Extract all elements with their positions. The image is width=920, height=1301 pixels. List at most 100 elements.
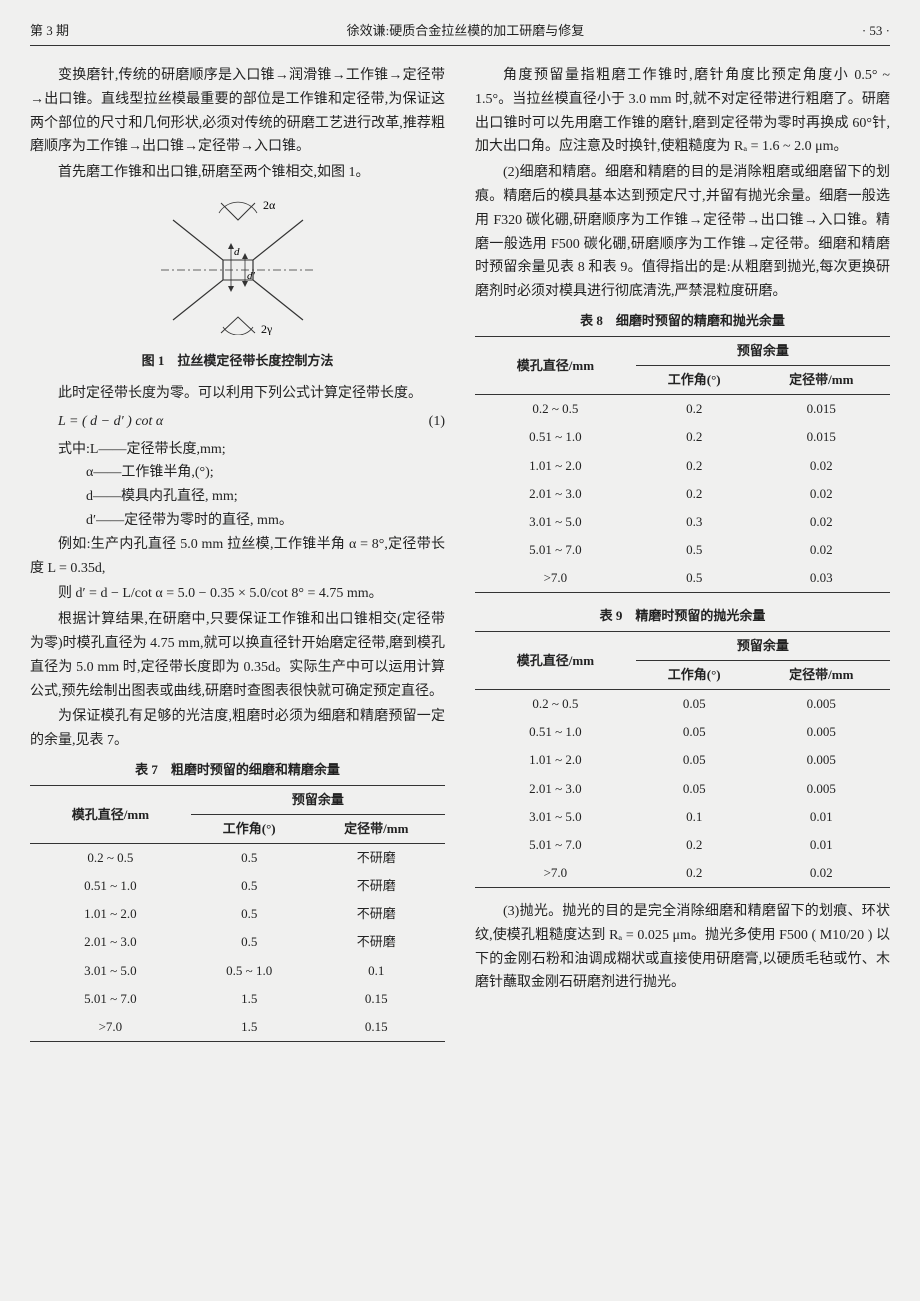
table-row: 0.51 ~ 1.00.5不研磨 [30, 872, 445, 900]
table-cell: 0.5 [191, 900, 308, 928]
header-title: 徐效谦:硬质合金拉丝模的加工研磨与修复 [69, 20, 862, 42]
table-row: >7.01.50.15 [30, 1013, 445, 1042]
table-cell: 0.5 [191, 928, 308, 956]
t9-h1: 模孔直径/mm [475, 632, 636, 690]
figure-1: 2α 2γ d d′ [30, 195, 445, 344]
table-cell: 1.5 [191, 1013, 308, 1042]
table-cell: 0.005 [753, 690, 890, 719]
table-cell: 0.5 [191, 872, 308, 900]
t8-h2: 工作角(°) [636, 366, 753, 395]
t7-h1: 模孔直径/mm [30, 786, 191, 844]
t7-h2: 工作角(°) [191, 815, 308, 844]
table-cell: 2.01 ~ 3.0 [475, 775, 636, 803]
table-cell: 1.5 [191, 985, 308, 1013]
table-row: 2.01 ~ 3.00.20.02 [475, 480, 890, 508]
table-cell: 0.2 [636, 395, 753, 424]
table-row: 0.2 ~ 0.50.5不研磨 [30, 844, 445, 873]
t9-h3: 定径带/mm [753, 661, 890, 690]
table-cell: 1.01 ~ 2.0 [475, 746, 636, 774]
t7-body: 0.2 ~ 0.50.5不研磨0.51 ~ 1.00.5不研磨1.01 ~ 2.… [30, 844, 445, 1042]
table-cell: 0.2 [636, 423, 753, 451]
table-cell: 0.02 [753, 859, 890, 888]
table-cell: 0.05 [636, 775, 753, 803]
table-cell: 0.51 ~ 1.0 [475, 423, 636, 451]
table-cell: 0.01 [753, 831, 890, 859]
table-row: 0.2 ~ 0.50.20.015 [475, 395, 890, 424]
formula-1: L = ( d − d′ ) cot α (1) [58, 410, 445, 434]
table-cell: 0.51 ~ 1.0 [475, 718, 636, 746]
left-p5: 则 d′ = d − L/cot α = 5.0 − 0.35 × 5.0/co… [30, 582, 445, 606]
left-p2: 首先磨工作锥和出口锥,研磨至两个锥相交,如图 1。 [30, 161, 445, 185]
t8-hg: 预留余量 [636, 337, 890, 366]
table-7-title: 表 7 粗磨时预留的细磨和精磨余量 [30, 759, 445, 781]
two-column-layout: 变换磨针,传统的研磨顺序是入口锥→润滑锥→工作锥→定径带→出口锥。直线型拉丝模最… [30, 64, 890, 1054]
formula-number: (1) [429, 410, 445, 434]
table-cell: 0.05 [636, 718, 753, 746]
table-cell: 不研磨 [308, 872, 445, 900]
table-9-title: 表 9 精磨时预留的抛光余量 [475, 605, 890, 627]
table-cell: >7.0 [475, 859, 636, 888]
table-cell: 1.01 ~ 2.0 [30, 900, 191, 928]
die-diagram: 2α 2γ d d′ [153, 195, 323, 335]
t9-h2: 工作角(°) [636, 661, 753, 690]
table-cell: 2.01 ~ 3.0 [30, 928, 191, 956]
table-row: 3.01 ~ 5.00.5 ~ 1.00.1 [30, 957, 445, 985]
table-cell: 0.02 [753, 536, 890, 564]
table-cell: 5.01 ~ 7.0 [475, 536, 636, 564]
table-cell: 0.51 ~ 1.0 [30, 872, 191, 900]
right-p3: (3)抛光。抛光的目的是完全消除细磨和精磨留下的划痕、环状纹,使模孔粗糙度达到 … [475, 900, 890, 995]
table-cell: 0.5 [191, 844, 308, 873]
table-cell: 0.02 [753, 452, 890, 480]
table-cell: 0.5 [636, 536, 753, 564]
right-column: 角度预留量指粗磨工作锥时,磨针角度比预定角度小 0.5° ~ 1.5°。当拉丝模… [475, 64, 890, 1054]
table-row: 2.01 ~ 3.00.5不研磨 [30, 928, 445, 956]
table-cell: 0.005 [753, 746, 890, 774]
table-cell: 0.01 [753, 803, 890, 831]
where-d: d——模具内孔直径, mm; [100, 485, 445, 509]
table-cell: 5.01 ~ 7.0 [30, 985, 191, 1013]
t8-body: 0.2 ~ 0.50.20.0150.51 ~ 1.00.20.015 1.01 … [475, 395, 890, 593]
table-cell: 0.15 [308, 1013, 445, 1042]
table-cell: 不研磨 [308, 900, 445, 928]
table-cell: 0.015 [753, 395, 890, 424]
table-cell: 0.15 [308, 985, 445, 1013]
table-row: 0.51 ~ 1.00.050.005 [475, 718, 890, 746]
table-cell: 0.2 ~ 0.5 [30, 844, 191, 873]
left-p7: 为保证模孔有足够的光洁度,粗磨时必须为细磨和精磨预留一定的余量,见表 7。 [30, 705, 445, 753]
t7-h3: 定径带/mm [308, 815, 445, 844]
table-cell: 不研磨 [308, 844, 445, 873]
table-9: 模孔直径/mm 预留余量 工作角(°) 定径带/mm 0.2 ~ 0.50.05… [475, 631, 890, 888]
table-cell: >7.0 [475, 564, 636, 593]
table-cell: 0.05 [636, 746, 753, 774]
table-cell: 1.01 ~ 2.0 [475, 452, 636, 480]
table-cell: 0.005 [753, 775, 890, 803]
issue-label: 第 3 期 [30, 20, 69, 42]
table-7: 模孔直径/mm 预留余量 工作角(°) 定径带/mm 0.2 ~ 0.50.5不… [30, 785, 445, 1042]
table-row: >7.00.20.02 [475, 859, 890, 888]
where-dprime: d′——定径带为零时的直径, mm。 [100, 509, 445, 533]
label-2gamma: 2γ [261, 322, 273, 335]
table-cell: 0.5 [636, 564, 753, 593]
table-row: 3.01 ~ 5.00.30.02 [475, 508, 890, 536]
table-cell: 0.2 ~ 0.5 [475, 690, 636, 719]
t9-hg: 预留余量 [636, 632, 890, 661]
table-cell: 0.1 [308, 957, 445, 985]
table-row: 0.2 ~ 0.50.050.005 [475, 690, 890, 719]
table-cell: 0.03 [753, 564, 890, 593]
table-cell: 0.2 [636, 452, 753, 480]
table-cell: 0.2 [636, 831, 753, 859]
table-cell: >7.0 [30, 1013, 191, 1042]
left-p3: 此时定径带长度为零。可以利用下列公式计算定径带长度。 [30, 382, 445, 406]
table-cell: 0.2 [636, 859, 753, 888]
left-p4: 例如:生产内孔直径 5.0 mm 拉丝模,工作锥半角 α = 8°,定径带长度 … [30, 533, 445, 581]
table-cell: 0.02 [753, 480, 890, 508]
table-cell: 3.01 ~ 5.0 [30, 957, 191, 985]
table-row: 2.01 ~ 3.00.050.005 [475, 775, 890, 803]
table-cell: 0.3 [636, 508, 753, 536]
table-cell: 3.01 ~ 5.0 [475, 803, 636, 831]
table-cell: 3.01 ~ 5.0 [475, 508, 636, 536]
table-cell: 0.015 [753, 423, 890, 451]
t9-body: 0.2 ~ 0.50.050.0050.51 ~ 1.00.050.0051.0… [475, 690, 890, 888]
table-cell: 不研磨 [308, 928, 445, 956]
table-cell: 0.02 [753, 508, 890, 536]
